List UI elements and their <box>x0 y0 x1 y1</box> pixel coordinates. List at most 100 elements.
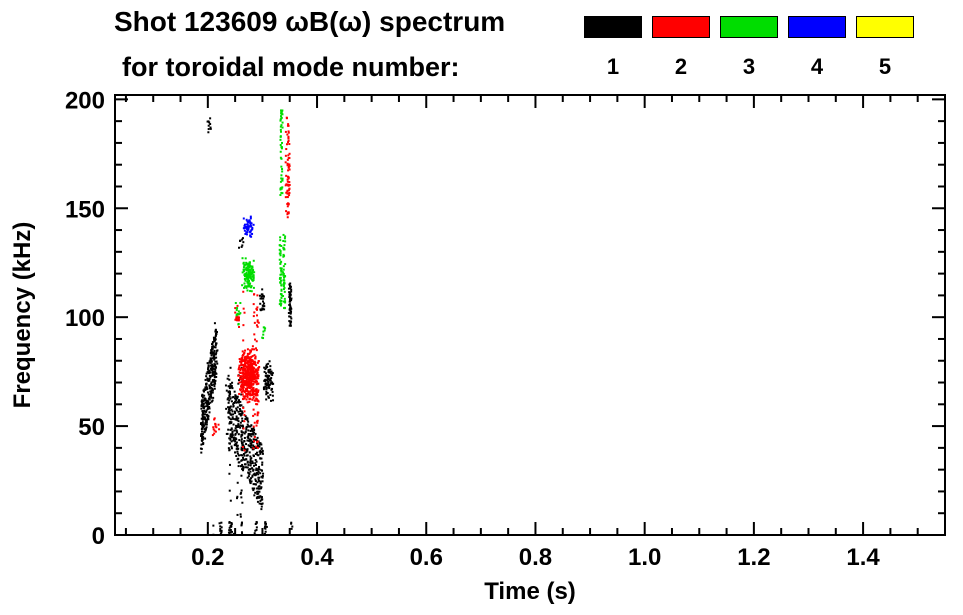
data-point <box>261 469 264 472</box>
data-point <box>288 152 291 155</box>
data-point <box>254 390 257 393</box>
data-point <box>234 451 237 454</box>
data-point <box>229 435 232 438</box>
data-point <box>225 407 228 410</box>
data-point <box>230 435 233 438</box>
data-point <box>244 257 247 260</box>
data-point <box>236 307 239 310</box>
data-point <box>208 407 211 410</box>
data-point <box>209 126 212 129</box>
data-point <box>249 235 252 238</box>
data-point <box>237 420 240 423</box>
data-point <box>259 309 262 312</box>
data-point <box>205 405 208 408</box>
data-point <box>240 440 243 443</box>
data-point <box>279 150 282 153</box>
data-point <box>280 177 283 180</box>
data-point <box>211 369 214 372</box>
data-point <box>246 439 249 442</box>
data-point <box>287 184 290 187</box>
data-point <box>213 373 216 376</box>
data-point <box>207 128 210 131</box>
data-point <box>253 354 256 357</box>
data-point <box>213 417 216 420</box>
data-point <box>251 226 254 229</box>
data-point <box>250 480 253 483</box>
data-point <box>213 349 216 352</box>
data-point <box>283 282 286 285</box>
data-point <box>230 522 233 525</box>
data-point <box>211 391 214 394</box>
data-point <box>282 239 285 242</box>
data-point <box>214 342 217 345</box>
data-point <box>251 474 254 477</box>
data-point <box>213 385 216 388</box>
data-point <box>290 527 293 530</box>
data-point <box>209 371 212 374</box>
data-point <box>241 447 244 450</box>
data-point <box>253 532 256 535</box>
data-point <box>219 532 222 535</box>
data-point <box>242 395 245 398</box>
data-point <box>245 285 248 288</box>
data-point <box>255 364 258 367</box>
data-point <box>238 381 241 384</box>
data-point <box>236 444 239 447</box>
data-point <box>247 282 250 285</box>
data-point <box>239 378 242 381</box>
data-point <box>289 282 292 285</box>
data-point <box>205 426 208 429</box>
data-point <box>248 472 251 475</box>
data-point <box>239 492 242 495</box>
data-point <box>242 466 245 469</box>
data-point <box>252 438 255 441</box>
data-point <box>212 524 215 527</box>
data-point <box>252 444 255 447</box>
data-point <box>243 436 246 439</box>
data-point <box>212 374 215 377</box>
data-point <box>242 324 245 327</box>
data-point <box>281 168 284 171</box>
data-point <box>243 364 246 367</box>
data-point <box>255 393 258 396</box>
data-point <box>263 379 266 382</box>
data-point <box>238 325 241 328</box>
data-point <box>229 383 232 386</box>
data-point <box>241 390 244 393</box>
data-point <box>202 424 205 427</box>
data-point <box>242 366 245 369</box>
data-point <box>232 403 235 406</box>
data-point <box>241 237 244 240</box>
data-point <box>289 306 292 309</box>
data-point <box>229 385 232 388</box>
data-point <box>235 429 238 432</box>
data-point <box>243 410 246 413</box>
data-point <box>235 399 238 402</box>
data-point <box>251 376 254 379</box>
data-point <box>240 361 243 364</box>
data-point <box>227 416 230 419</box>
data-point <box>270 372 273 375</box>
data-point <box>241 521 244 524</box>
data-point <box>261 308 264 311</box>
data-point <box>287 135 290 138</box>
data-point <box>212 380 215 383</box>
data-point <box>242 467 245 470</box>
legend-swatch-n5 <box>856 16 914 38</box>
data-point <box>280 165 283 168</box>
data-point <box>243 380 246 383</box>
data-point <box>203 413 206 416</box>
data-point <box>255 324 258 327</box>
data-point <box>251 362 254 365</box>
data-point <box>254 357 257 360</box>
data-point <box>238 439 241 442</box>
data-point <box>243 223 246 226</box>
data-point <box>287 131 290 134</box>
data-point <box>245 218 248 221</box>
data-point <box>280 146 283 149</box>
data-point <box>287 177 290 180</box>
data-point <box>228 406 231 409</box>
data-point <box>248 379 251 382</box>
data-point <box>241 271 244 274</box>
data-point <box>246 384 249 387</box>
